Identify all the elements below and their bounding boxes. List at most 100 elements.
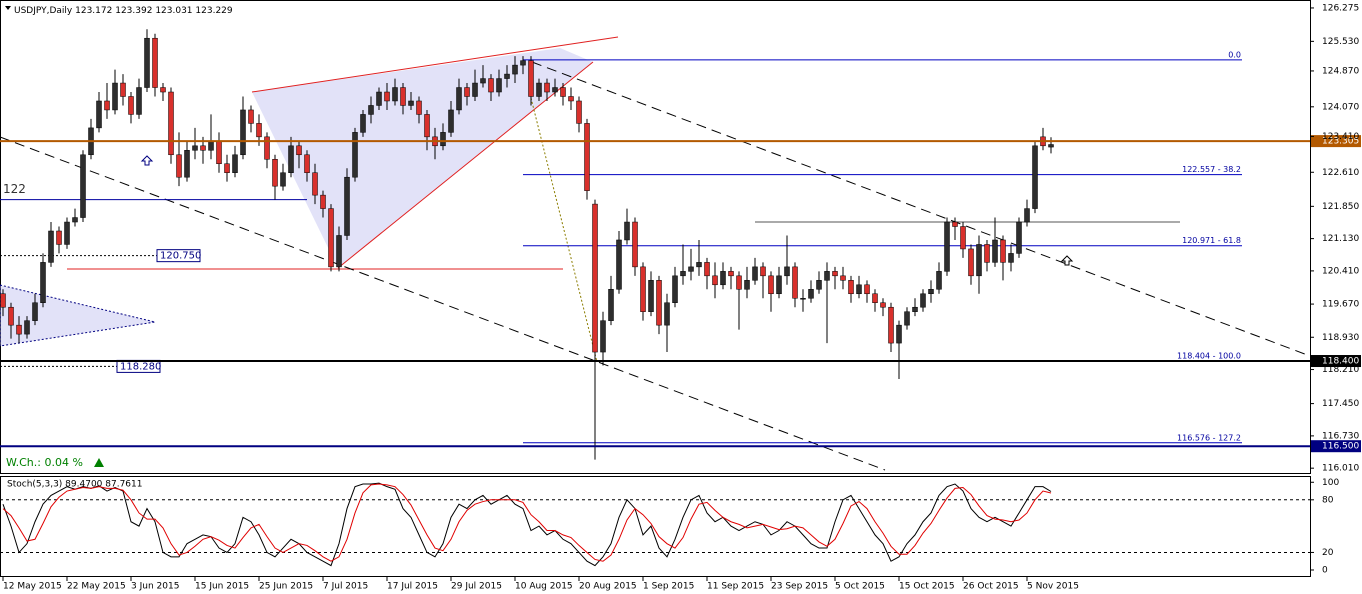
candle-body (336, 235, 342, 268)
candle-body (352, 132, 358, 178)
trend-line (337, 61, 594, 269)
fib-label: 120.971 - 61.8 (1182, 236, 1241, 245)
stoch-title: Stoch(5,3,3) 89.4700 87.7611 (7, 480, 142, 490)
stoch-line (2, 483, 1052, 562)
x-tick-label: 26 Oct 2015 (963, 582, 1019, 592)
candle-body (808, 289, 814, 299)
level-label: 118.280 (120, 361, 161, 372)
candle-body (616, 239, 622, 290)
candle-body (904, 311, 910, 326)
x-tick-label: 12 May 2015 (3, 582, 62, 592)
candle-body (280, 172, 286, 187)
candle-body (216, 141, 222, 164)
trend-line (251, 36, 619, 93)
channel-line (531, 61, 1311, 357)
candle-body (440, 132, 446, 147)
price-label: 118.400 (1322, 357, 1359, 367)
level-label: 120.750 (160, 251, 201, 262)
candle-body (16, 324, 22, 335)
candle-body (896, 324, 902, 344)
channel-line (0, 136, 886, 471)
candle-body (648, 280, 654, 312)
candle-body (560, 87, 566, 97)
candle-body (640, 266, 646, 312)
x-tick-label: 5 Nov 2015 (1027, 582, 1079, 592)
x-tick-label: 7 Jul 2015 (323, 582, 368, 592)
candle-body (592, 203, 598, 353)
candle-body (872, 293, 878, 303)
x-tick-label: 23 Sep 2015 (771, 582, 828, 592)
y-tick-label: 122.610 (1322, 168, 1359, 178)
level-label: 122 (3, 182, 26, 196)
candle-body (320, 194, 326, 209)
triangle-pattern (252, 48, 593, 268)
candle-body (384, 91, 390, 102)
candle-body (256, 123, 262, 138)
candle-body (776, 275, 782, 295)
y-tick-label: 126.275 (1322, 3, 1359, 13)
candle-body (56, 230, 62, 245)
candle-body (680, 271, 686, 277)
candle-body (728, 271, 734, 277)
fib-label: 122.557 - 38.2 (1182, 165, 1241, 174)
candle-body (80, 154, 86, 218)
x-tick-label: 25 Jun 2015 (259, 582, 313, 592)
price-panel (0, 0, 1311, 474)
change-arrow (94, 458, 104, 467)
candle-body (392, 87, 398, 102)
candle-body (192, 145, 198, 151)
candle-body (960, 226, 966, 250)
y-tick-label: 118.210 (1322, 365, 1359, 375)
candle-body (24, 320, 30, 335)
candle-body (856, 284, 862, 295)
candle-body (136, 87, 142, 115)
x-tick-label: 3 Jun 2015 (131, 582, 179, 592)
candle-body (424, 114, 430, 138)
candle-body (624, 221, 630, 241)
candle-body (448, 109, 454, 133)
candle-body (1024, 208, 1030, 223)
candle-body (736, 275, 742, 290)
candle-body (152, 37, 158, 88)
candle-body (408, 100, 414, 106)
candle-body (608, 289, 614, 321)
candle-body (632, 221, 638, 268)
menu-icon (5, 6, 11, 10)
weekly-change: W.Ch.: 0.04 % (6, 456, 83, 469)
candle-body (968, 248, 974, 277)
candle-body (880, 302, 886, 308)
candle-body (144, 37, 150, 88)
header-close: 123.229 (195, 6, 232, 16)
candle-body (288, 145, 294, 173)
y-tick-label: 100 (1322, 478, 1339, 488)
candle-body (664, 302, 670, 326)
arrow-icon (140, 155, 154, 166)
price-label: 123.305 (1322, 137, 1359, 147)
fib-label: 0.0 (1228, 50, 1241, 59)
candle-body (544, 82, 550, 93)
candle-body (688, 266, 694, 272)
x-tick-label: 17 Jul 2015 (387, 582, 438, 592)
candle-body (496, 78, 502, 93)
symbol: USDJPY,Daily (14, 6, 73, 16)
candle-body (120, 82, 126, 97)
y-tick-label: 125.530 (1322, 37, 1359, 47)
candle-body (600, 320, 606, 353)
candle-body (840, 275, 846, 281)
candle-body (1032, 145, 1038, 209)
candle-body (312, 172, 318, 196)
candle-body (328, 208, 334, 268)
candle-body (888, 306, 894, 344)
candle-body (48, 230, 54, 263)
level-box (156, 249, 201, 263)
candle-body (536, 82, 542, 97)
candle-body (584, 123, 590, 191)
candle-body (72, 217, 78, 223)
candle-body (824, 271, 830, 281)
y-tick-label: 119.670 (1322, 300, 1359, 310)
x-tick-label: 15 Jun 2015 (195, 582, 249, 592)
fib-label: 116.576 - 127.2 (1177, 433, 1241, 442)
triangle-pattern (0, 284, 156, 347)
y-tick-label: 116.730 (1322, 431, 1359, 441)
